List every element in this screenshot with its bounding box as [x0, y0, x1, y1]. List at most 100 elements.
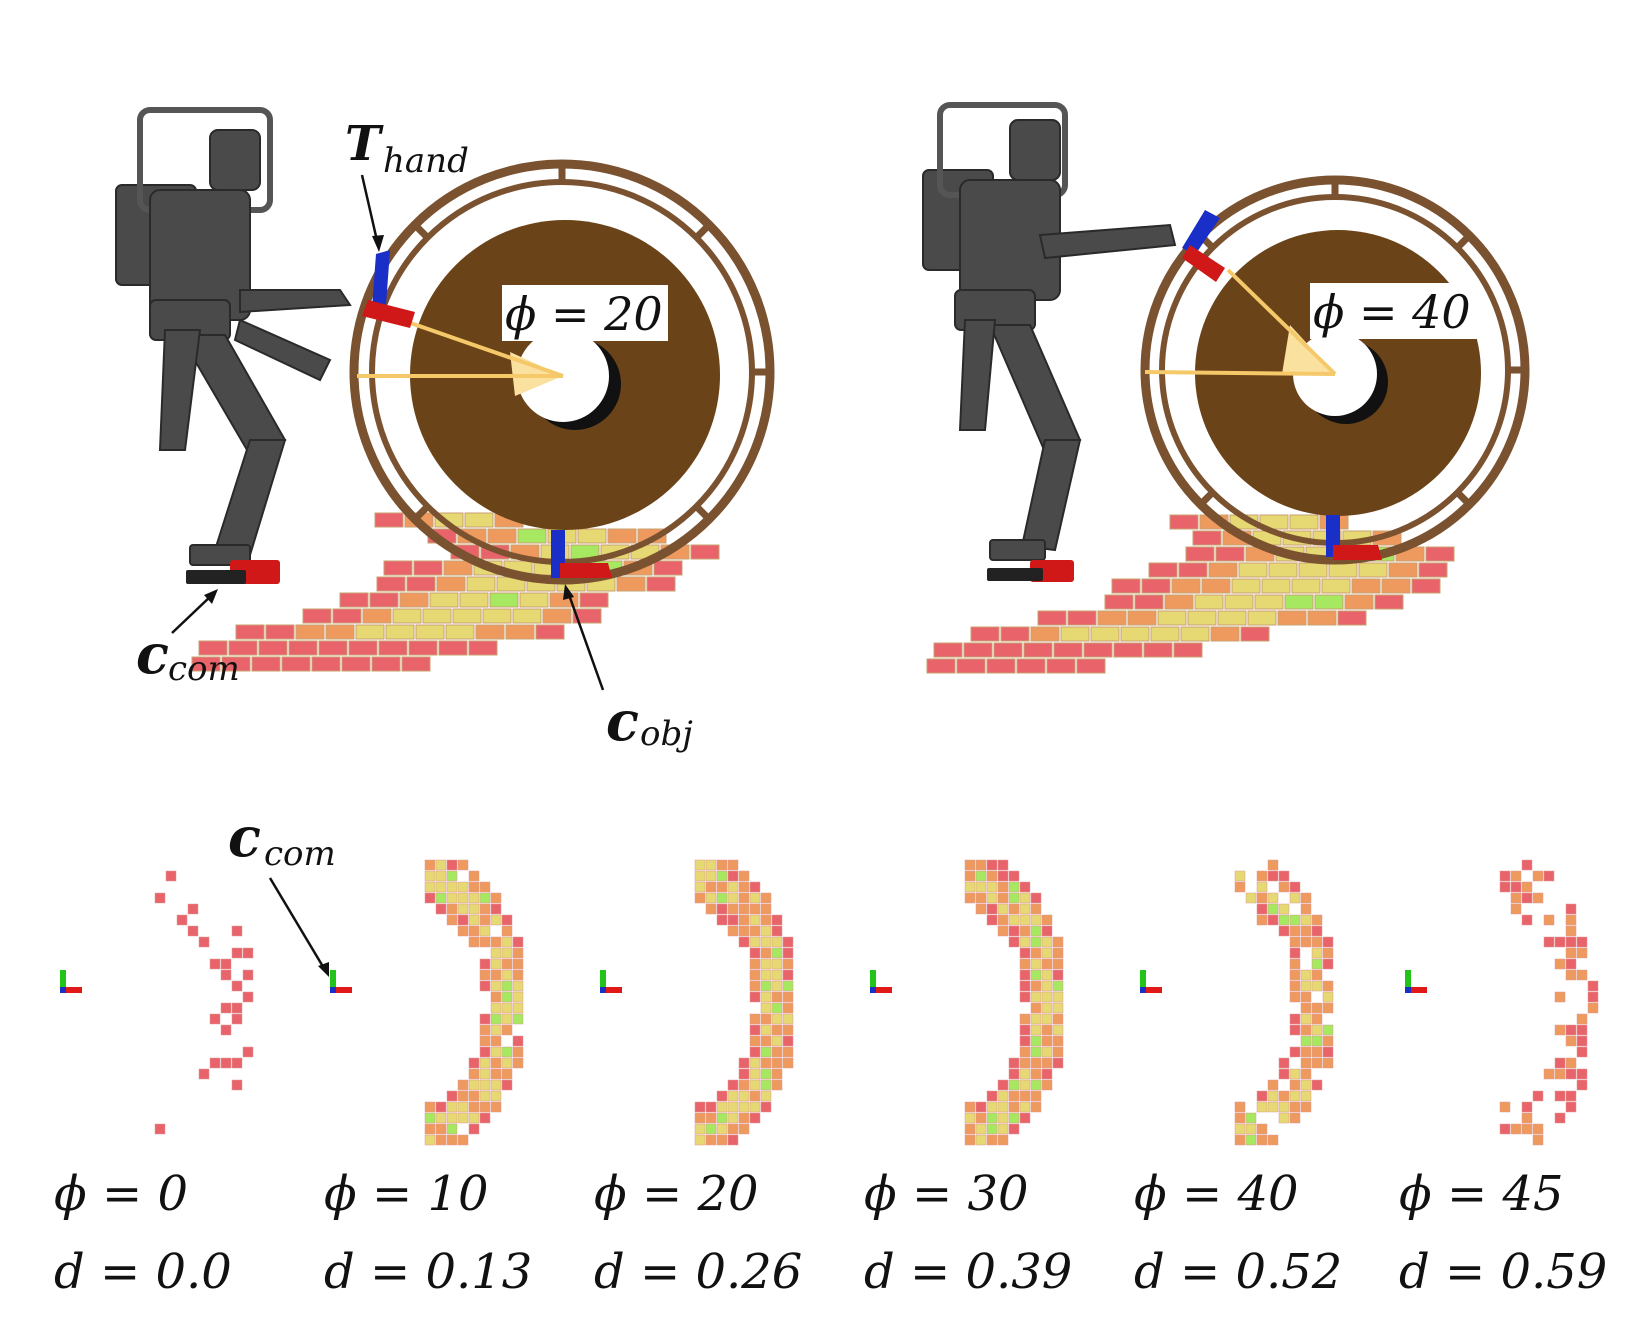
map-cell — [1322, 958, 1334, 970]
map-cell — [446, 1134, 458, 1146]
map-cell — [1311, 947, 1323, 959]
map-cell — [1311, 1079, 1323, 1091]
map-cell — [738, 1079, 750, 1091]
map-cell — [975, 1134, 987, 1146]
map-cell — [490, 947, 502, 959]
map-cell — [1245, 892, 1257, 904]
map-cell — [1008, 1112, 1020, 1124]
map-cell — [749, 1057, 761, 1069]
map-cell — [760, 1090, 772, 1102]
floor-cell — [251, 656, 281, 672]
map-cell — [1311, 1035, 1323, 1047]
map-cell — [1300, 980, 1312, 992]
map-cell — [760, 958, 772, 970]
map-cell — [490, 980, 502, 992]
map-cell — [490, 969, 502, 981]
map-d-label: d = 0.59 — [1399, 1244, 1607, 1300]
floor-cell — [1254, 594, 1284, 610]
floor-cell — [374, 512, 404, 528]
map-cell — [1041, 914, 1053, 926]
map-cell — [749, 936, 761, 948]
map-cell — [1322, 980, 1334, 992]
map-phi-label: ϕ = 0 — [54, 1166, 188, 1222]
floor-cell — [1277, 610, 1307, 626]
floor-cell — [1067, 610, 1097, 626]
map-cell — [490, 1024, 502, 1036]
map-cell — [1052, 969, 1064, 981]
floor-cell — [1113, 642, 1143, 658]
map-cell — [964, 892, 976, 904]
map-cell — [760, 1068, 772, 1080]
map-cell — [694, 1101, 706, 1113]
map-cell — [1234, 1123, 1246, 1135]
map-cell — [479, 914, 491, 926]
map-cell — [468, 1057, 480, 1069]
map-cell — [479, 958, 491, 970]
map-cell — [1041, 936, 1053, 948]
map-cell — [1322, 947, 1334, 959]
map-cell — [1256, 1134, 1268, 1146]
map-cell — [1289, 958, 1301, 970]
axis-y-icon — [60, 970, 66, 992]
floor-cell — [1194, 594, 1224, 610]
axis-z-icon — [1405, 987, 1411, 993]
map-cell — [1289, 892, 1301, 904]
floor-cell — [690, 544, 720, 560]
floor-cell — [318, 640, 348, 656]
map-cell — [749, 1035, 761, 1047]
t-hand-symbol: T — [345, 116, 384, 172]
map-cell — [512, 1002, 524, 1014]
map-cell — [986, 870, 998, 882]
map-cell — [1030, 1035, 1042, 1047]
map-cell — [512, 980, 524, 992]
map-cell — [1521, 1112, 1533, 1124]
map-cell — [1041, 969, 1053, 981]
map-cell — [1030, 1101, 1042, 1113]
map-cell — [727, 870, 739, 882]
map-cell — [490, 936, 502, 948]
map-cell — [187, 925, 199, 937]
map-cell — [749, 892, 761, 904]
c-com-bottom-arrowhead — [318, 962, 329, 977]
map-cell — [964, 859, 976, 871]
map-cell — [997, 1079, 1009, 1091]
map-cell — [1300, 1101, 1312, 1113]
floor-cell — [265, 624, 295, 640]
map-cell — [1019, 1068, 1031, 1080]
floor-cell — [1185, 546, 1215, 562]
floor-cell — [1134, 594, 1164, 610]
axis-y-icon — [1140, 970, 1146, 992]
map-cell — [1256, 903, 1268, 915]
map-cell — [1565, 914, 1577, 926]
map-cell — [1041, 1035, 1053, 1047]
floor-cell — [325, 624, 355, 640]
map-cell — [479, 881, 491, 893]
map-cell — [771, 1024, 783, 1036]
map-cell — [231, 1057, 243, 1069]
map-cell — [1278, 881, 1290, 893]
map-cell — [1521, 914, 1533, 926]
floor-cell — [228, 640, 258, 656]
map-cell — [1030, 991, 1042, 1003]
map-cell — [1008, 1090, 1020, 1102]
map-cell — [771, 936, 783, 948]
floor-cell — [1411, 578, 1441, 594]
map-cell — [782, 980, 794, 992]
map-cell — [468, 881, 480, 893]
map-cell — [716, 1134, 728, 1146]
map-cell — [760, 1002, 772, 1014]
map-cell — [1300, 1002, 1312, 1014]
map-cell — [738, 925, 750, 937]
map-cell — [1300, 925, 1312, 937]
map-cell — [997, 903, 1009, 915]
map-cell — [1052, 1046, 1064, 1058]
map-cell — [1565, 1068, 1577, 1080]
map-cell — [986, 1134, 998, 1146]
map-cell — [1019, 969, 1031, 981]
map-cell — [975, 1123, 987, 1135]
floor-cell — [392, 608, 422, 624]
map-cell — [964, 1101, 976, 1113]
map-cell — [738, 892, 750, 904]
map-cell — [501, 958, 513, 970]
map-cell — [165, 870, 177, 882]
